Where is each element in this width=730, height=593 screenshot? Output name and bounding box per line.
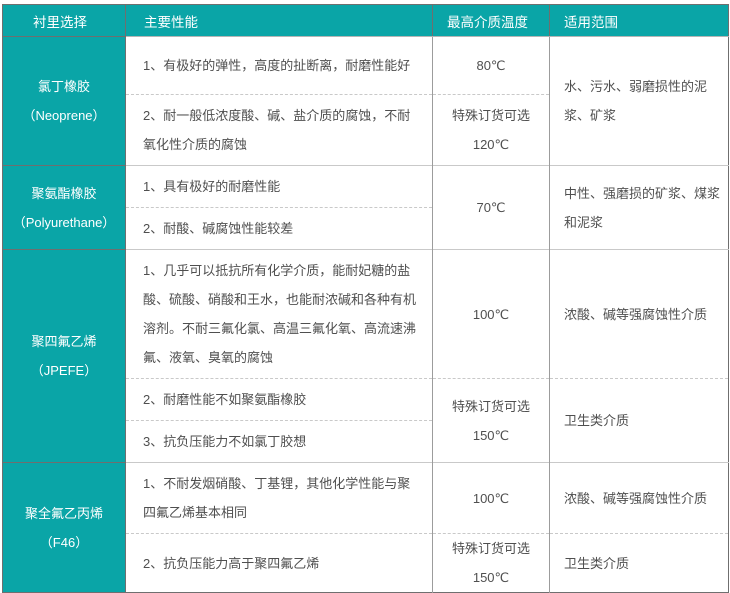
table-row: 3、抗负压能力不如氯丁胶想 — [3, 420, 729, 463]
material-alias: （F46） — [39, 534, 89, 550]
table-row: 2、耐磨性能不如聚氨酯橡胶 特殊订货可选 150℃ 卫生类介质 — [3, 378, 729, 463]
material-cell-neoprene: 氯丁橡胶 （Neoprene） — [2, 36, 126, 166]
page: 衬里选择 主要性能 最高介质温度 适用范围 氯丁橡胶 （Neoprene） 1、… — [2, 4, 729, 593]
temperature-cell: 70℃ — [432, 165, 550, 250]
application-cell: 水、污水、弱磨损性的泥浆、矿浆 — [549, 36, 729, 166]
table-row: 聚四氟乙烯 （JPEFE） 1、几乎可以抵抗所有化学介质，能耐妃糖的盐酸、硫酸、… — [2, 249, 729, 463]
table-row: 氯丁橡胶 （Neoprene） 1、有极好的弹性，高度的扯断离，耐磨性能好 80… — [2, 36, 729, 166]
temperature-cell: 特殊订货可选 120℃ — [432, 94, 550, 166]
performance-cell: 2、抗负压能力高于聚四氟乙烯 — [125, 533, 433, 593]
lining-selection-table: 衬里选择 主要性能 最高介质温度 适用范围 氯丁橡胶 （Neoprene） 1、… — [2, 4, 729, 593]
application-cell: 浓酸、碱等强腐蚀性介质 — [549, 249, 729, 379]
table-row: 2、耐一般低浓度酸、碱、盐介质的腐蚀，不耐氧化性介质的腐蚀 特殊订货可选 120… — [3, 94, 729, 166]
temperature-cell: 100℃ — [432, 462, 550, 534]
temperature-cell: 特殊订货可选 150℃ — [432, 378, 550, 463]
header-max-medium-temperature: 最高介质温度 — [432, 4, 550, 37]
header-lining-choice: 衬里选择 — [2, 4, 126, 37]
header-main-performance: 主要性能 — [125, 4, 433, 37]
temperature-cell: 80℃ — [432, 36, 550, 95]
performance-cell: 2、耐酸、碱腐蚀性能较差 — [125, 207, 433, 250]
application-cell: 卫生类介质 — [549, 378, 729, 463]
performance-cell: 2、耐磨性能不如聚氨酯橡胶 — [125, 378, 433, 421]
table-row: 2、耐酸、碱腐蚀性能较差 — [3, 207, 729, 250]
material-name: 聚四氟乙烯 — [31, 334, 97, 349]
application-cell: 中性、强磨损的矿浆、煤浆和泥浆 — [549, 165, 729, 250]
performance-cell: 1、具有极好的耐磨性能 — [125, 165, 433, 208]
performance-cell: 3、抗负压能力不如氯丁胶想 — [125, 420, 433, 463]
performance-cell: 1、不耐发烟硝酸、丁基锂，其他化学性能与聚四氟乙烯基本相同 — [125, 462, 433, 534]
material-cell-polyurethane: 聚氨酯橡胶 （Polyurethane） — [2, 165, 126, 250]
material-name: 聚全氟乙丙烯 — [24, 505, 103, 521]
material-name: 氯丁橡胶 — [37, 79, 90, 94]
temperature-cell: 特殊订货可选 150℃ — [432, 533, 550, 593]
header-row: 衬里选择 主要性能 最高介质温度 适用范围 — [2, 4, 729, 37]
application-cell: 卫生类介质 — [549, 533, 729, 593]
header-application-range: 适用范围 — [549, 4, 729, 37]
material-alias: （Polyurethane） — [12, 214, 116, 230]
material-alias: （JPEFE） — [30, 363, 98, 378]
table-row: 聚全氟乙丙烯 （F46） 1、不耐发烟硝酸、丁基锂，其他化学性能与聚四氟乙烯基本… — [2, 462, 729, 593]
material-name: 聚氨酯橡胶 — [31, 185, 97, 201]
material-cell-ptfe: 聚四氟乙烯 （JPEFE） — [2, 249, 126, 463]
temperature-cell: 100℃ — [432, 249, 550, 379]
performance-cell: 1、几乎可以抵抗所有化学介质，能耐妃糖的盐酸、硫酸、硝酸和王水，也能耐浓碱和各种… — [125, 249, 433, 379]
material-cell-f46: 聚全氟乙丙烯 （F46） — [2, 462, 126, 593]
application-cell: 浓酸、碱等强腐蚀性介质 — [549, 462, 729, 534]
table-row: 聚氨酯橡胶 （Polyurethane） 1、具有极好的耐磨性能 70℃ 中性、… — [2, 165, 729, 250]
performance-cell: 2、耐一般低浓度酸、碱、盐介质的腐蚀，不耐氧化性介质的腐蚀 — [125, 94, 433, 166]
material-alias: （Neoprene） — [22, 108, 106, 123]
performance-cell: 1、有极好的弹性，高度的扯断离，耐磨性能好 — [125, 36, 433, 95]
